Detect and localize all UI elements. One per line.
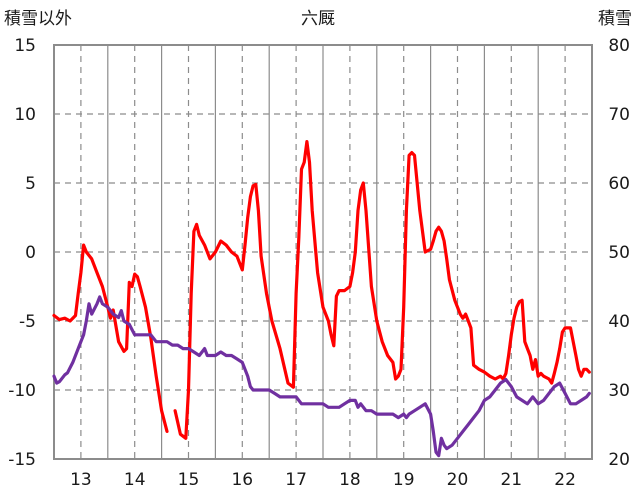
right-tick-label: 70: [608, 105, 630, 125]
left-tick-label: 0: [25, 243, 36, 263]
series-line-1: [173, 140, 591, 440]
right-tick-label: 50: [608, 243, 630, 263]
left-tick-label: 15: [14, 36, 36, 56]
plot-frame: [53, 44, 593, 460]
right-tick-label: 40: [608, 312, 630, 332]
series-line-2: [52, 295, 591, 458]
x-tick-label: 19: [393, 470, 415, 490]
grid: [54, 45, 592, 459]
x-tick-label: 21: [500, 470, 522, 490]
x-tick-label: 13: [70, 470, 92, 490]
right-axis-ticks: 80 70 60 50 40 30 20: [608, 36, 630, 470]
x-axis-ticks: 13 14 15 16 17 18 19 20 21 22: [70, 470, 576, 490]
left-tick-label: -5: [19, 312, 36, 332]
left-tick-label: 5: [25, 174, 36, 194]
left-axis-ticks: 15 10 5 0 -5 -10 -15: [8, 36, 36, 470]
right-tick-label: 20: [608, 450, 630, 470]
right-tick-label: 80: [608, 36, 630, 56]
left-axis-label: 積雪以外: [4, 9, 72, 29]
left-tick-label: -15: [8, 450, 36, 470]
x-tick-label: 20: [447, 470, 469, 490]
x-tick-label: 18: [339, 470, 361, 490]
x-tick-label: 22: [554, 470, 576, 490]
series-layer: [52, 140, 591, 458]
x-tick-label: 17: [285, 470, 307, 490]
x-tick-label: 16: [231, 470, 253, 490]
x-tick-label: 14: [124, 470, 146, 490]
series-line-1: [52, 243, 169, 433]
chart-title: 六厩: [301, 9, 335, 29]
left-tick-label: -10: [8, 381, 36, 401]
x-tick-label: 15: [178, 470, 200, 490]
right-axis-label: 積雪: [598, 9, 632, 29]
right-tick-label: 30: [608, 381, 630, 401]
left-tick-label: 10: [14, 105, 36, 125]
right-tick-label: 60: [608, 174, 630, 194]
